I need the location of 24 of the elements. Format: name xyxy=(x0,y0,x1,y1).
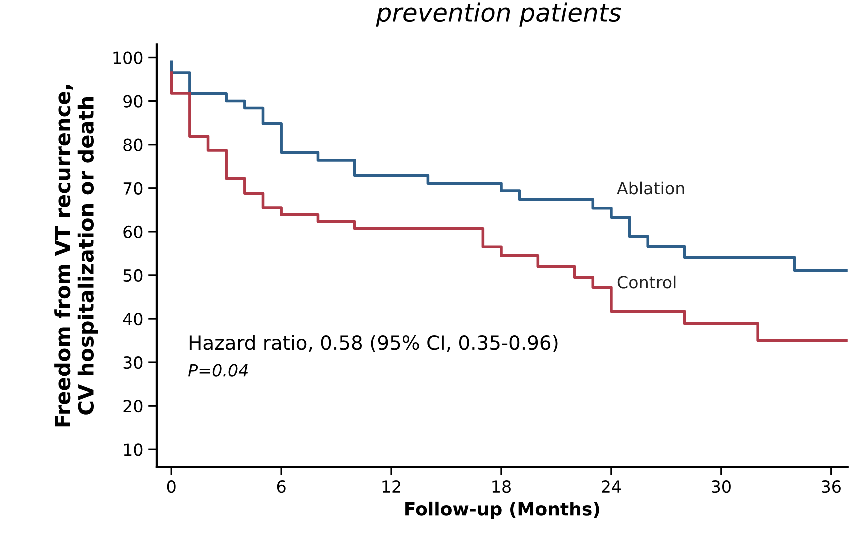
x-tick-label: 30 xyxy=(712,480,731,494)
y-tick-label: 70 xyxy=(124,182,143,195)
y-tick-label: 10 xyxy=(124,444,143,456)
y-tick-label: 30 xyxy=(124,356,143,370)
y-tick-label: 20 xyxy=(124,400,143,413)
annotation: Hazard ratio, 0.58 (95% CI, 0.35-0.96) xyxy=(190,335,558,353)
series-label: Control xyxy=(618,276,676,289)
y-tick-label: 60 xyxy=(124,226,143,238)
x-tick-label: 0 xyxy=(167,480,176,494)
y-tick-label: 90 xyxy=(124,95,143,108)
x-tick-label: 24 xyxy=(602,480,622,493)
x-tick-label: 6 xyxy=(277,480,286,494)
chart-title: prevention patients xyxy=(376,2,622,27)
series-label: Ablation xyxy=(617,182,684,195)
y-axis-title: Freedom from VT recurrence, CV hospitalization or death xyxy=(54,85,98,427)
annotation: P=0.04 xyxy=(188,364,248,377)
y-tick-label: 80 xyxy=(124,138,143,152)
x-tick-label: 18 xyxy=(492,480,511,494)
y-tick-label: 100 xyxy=(114,52,143,64)
x-axis-title: Follow-up (Months) xyxy=(406,502,600,520)
x-tick-label: 12 xyxy=(382,480,400,493)
y-tick-label: 50 xyxy=(124,269,143,282)
y-tick-label: 40 xyxy=(123,312,143,326)
x-tick-label: 36 xyxy=(822,480,841,494)
